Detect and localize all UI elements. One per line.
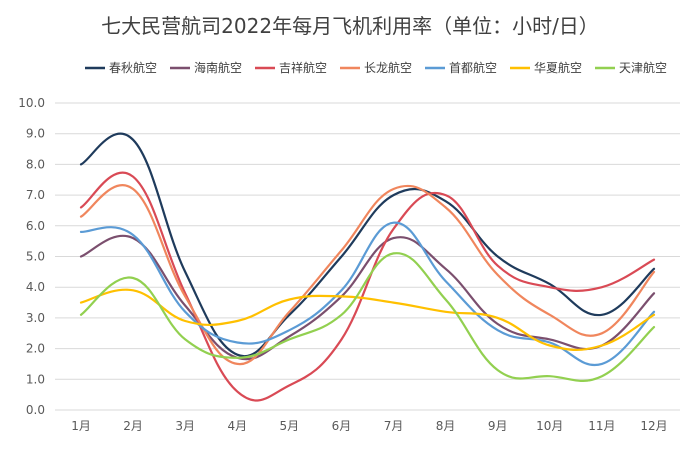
y-tick-label: 10.0 bbox=[18, 96, 45, 110]
x-tick-label: 2月 bbox=[123, 419, 143, 433]
x-tick-label: 10月 bbox=[536, 419, 563, 433]
x-tick-label: 7月 bbox=[384, 419, 404, 433]
series-line-3 bbox=[79, 171, 656, 402]
y-tick-label: 2.0 bbox=[26, 342, 45, 356]
legend-label: 首都航空 bbox=[449, 60, 497, 75]
x-tick-label: 9月 bbox=[488, 419, 508, 433]
legend-label: 华夏航空 bbox=[534, 60, 582, 75]
x-tick-label: 4月 bbox=[227, 419, 247, 433]
y-tick-label: 6.0 bbox=[26, 219, 45, 233]
y-tick-label: 7.0 bbox=[26, 188, 45, 202]
legend-label: 天津航空 bbox=[619, 60, 667, 75]
watermark-layer bbox=[80, 40, 640, 340]
y-tick-label: 8.0 bbox=[26, 157, 45, 171]
y-tick-label: 9.0 bbox=[26, 127, 45, 141]
y-tick-label: 0.0 bbox=[26, 403, 45, 417]
legend-label: 春秋航空 bbox=[109, 60, 157, 75]
watermark-area bbox=[330, 250, 400, 340]
watermark-area bbox=[80, 40, 150, 130]
legend-label: 海南航空 bbox=[194, 60, 242, 75]
legend-label: 吉祥航空 bbox=[279, 60, 327, 75]
watermark-area bbox=[330, 40, 400, 130]
series-line-4 bbox=[79, 184, 656, 366]
y-tick-label: 1.0 bbox=[26, 372, 45, 386]
series-line-7 bbox=[79, 252, 656, 382]
y-tick-label: 3.0 bbox=[26, 311, 45, 325]
x-tick-label: 12月 bbox=[640, 419, 667, 433]
watermark-area bbox=[80, 250, 150, 340]
x-axis-ticks: 1月 2月 3月 4月 5月 6月 7月 8月 9月 10月 11月 12月 bbox=[71, 419, 667, 433]
x-tick-label: 5月 bbox=[280, 419, 300, 433]
y-tick-label: 4.0 bbox=[26, 280, 45, 294]
x-tick-label: 8月 bbox=[436, 419, 456, 433]
y-axis-ticks: 0.0 1.0 2.0 3.0 4.0 5.0 6.0 7.0 8.0 9.0 10.0 bbox=[18, 96, 45, 417]
x-tick-label: 11月 bbox=[588, 419, 615, 433]
x-tick-label: 6月 bbox=[332, 419, 352, 433]
x-tick-label: 3月 bbox=[175, 419, 195, 433]
series-line-2 bbox=[79, 234, 656, 361]
series-line-5 bbox=[79, 221, 656, 367]
series-line-6 bbox=[79, 288, 656, 352]
y-tick-label: 5.0 bbox=[26, 250, 45, 264]
legend-label: 长龙航空 bbox=[364, 60, 412, 75]
series-lines bbox=[79, 132, 656, 402]
legend: 春秋航空 海南航空 吉祥航空 长龙航空 首都航空 华夏航空 天津航空 bbox=[85, 60, 667, 75]
x-tick-label: 1月 bbox=[71, 419, 91, 433]
series-line-1 bbox=[79, 132, 656, 358]
watermark-area bbox=[570, 40, 640, 130]
chart-title: 七大民营航司2022年每月飞机利用率（单位：小时/日） bbox=[101, 14, 599, 38]
